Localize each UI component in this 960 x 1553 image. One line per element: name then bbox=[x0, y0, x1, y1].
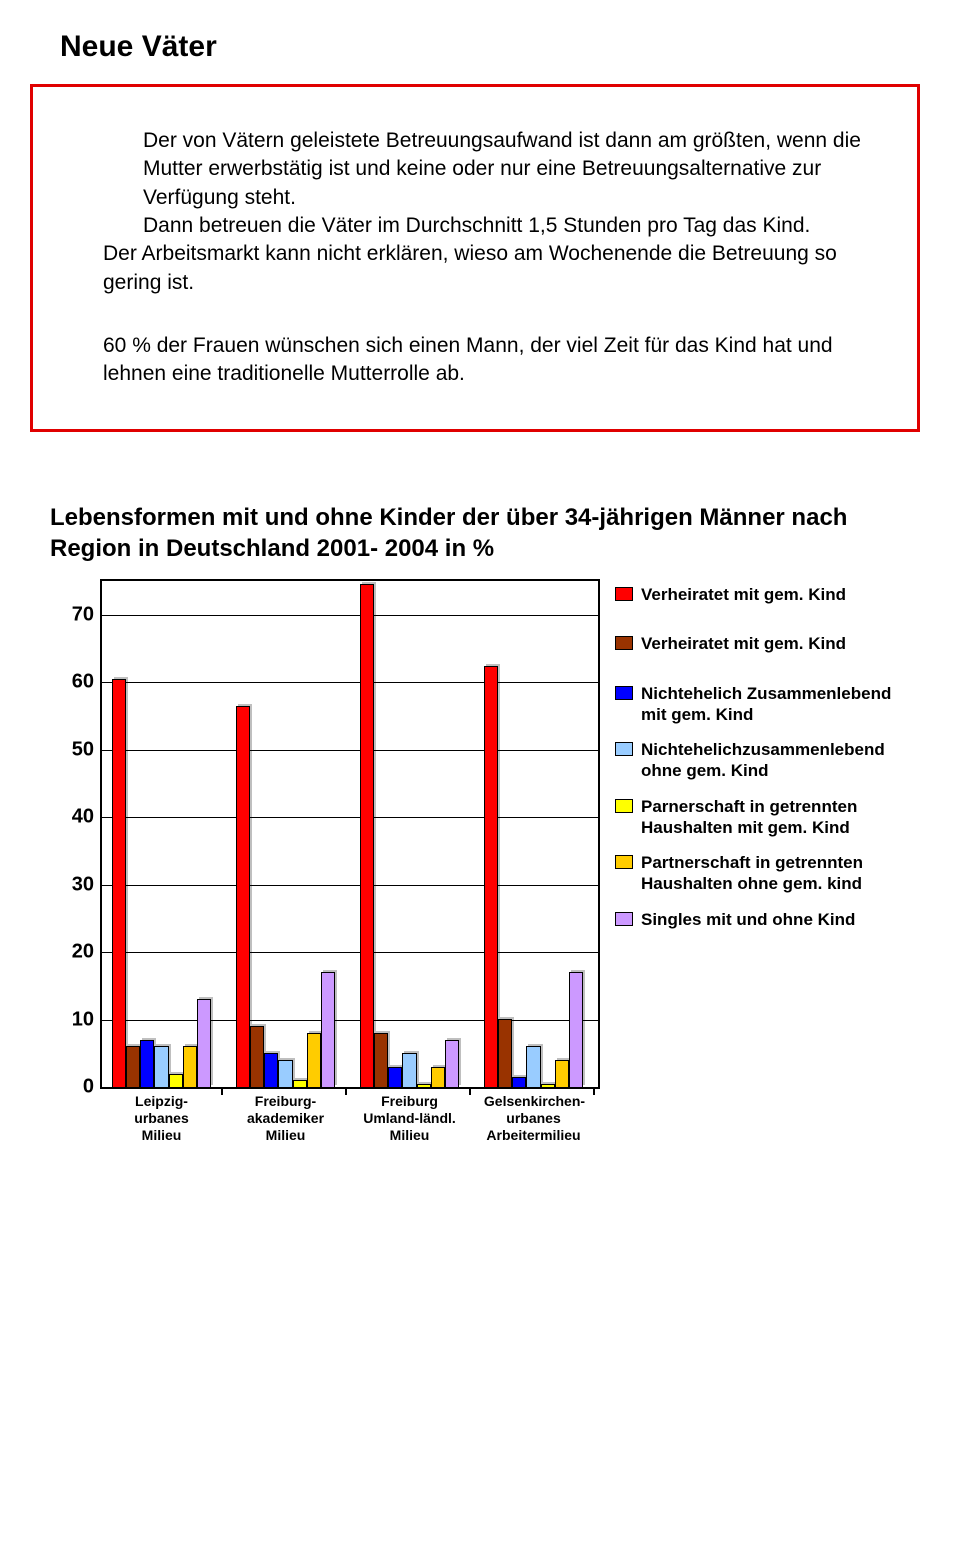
y-tick-label: 70 bbox=[72, 603, 102, 626]
chart-bar bbox=[498, 1019, 512, 1087]
legend-swatch bbox=[615, 587, 633, 601]
bar-group bbox=[360, 584, 459, 1087]
bar-group bbox=[484, 666, 583, 1088]
chart-bar bbox=[431, 1067, 445, 1087]
legend-item: Parnerschaft in getrennten Haushalten mi… bbox=[615, 796, 910, 839]
chart-bar bbox=[512, 1077, 526, 1087]
paragraph-1: Der von Vätern geleistete Betreuungsaufw… bbox=[143, 127, 887, 240]
chart-bar bbox=[484, 666, 498, 1088]
chart-bar bbox=[321, 972, 335, 1088]
chart-bar bbox=[388, 1067, 402, 1087]
chart-bar bbox=[278, 1060, 292, 1087]
legend-swatch bbox=[615, 742, 633, 756]
legend-label: Verheiratet mit gem. Kind bbox=[641, 584, 846, 605]
chart-bar bbox=[555, 1060, 569, 1087]
legend-item: Verheiratet mit gem. Kind bbox=[615, 633, 910, 654]
bar-group bbox=[112, 679, 211, 1087]
chart-title: Lebensformen mit und ohne Kinder der übe… bbox=[50, 502, 910, 564]
x-tick-label: Leipzig-urbanesMilieu bbox=[112, 1087, 211, 1143]
y-tick-label: 20 bbox=[72, 941, 102, 964]
chart-bar bbox=[169, 1074, 183, 1088]
y-tick-label: 50 bbox=[72, 738, 102, 761]
chart-bar bbox=[154, 1046, 168, 1087]
content-box: Der von Vätern geleistete Betreuungsaufw… bbox=[30, 84, 920, 432]
chart-bar bbox=[360, 584, 374, 1087]
y-tick-label: 40 bbox=[72, 806, 102, 829]
legend-label: Partnerschaft in getrennten Haushalten o… bbox=[641, 852, 910, 895]
x-tick-label: Freiburg-akademikerMilieu bbox=[236, 1087, 335, 1143]
paragraph-3: 60 % der Frauen wünschen sich einen Mann… bbox=[103, 332, 887, 389]
gridline bbox=[102, 615, 598, 616]
y-tick-label: 60 bbox=[72, 671, 102, 694]
legend-label: Nichtehelich Zusammenlebend mit gem. Kin… bbox=[641, 683, 910, 726]
bar-group bbox=[236, 706, 335, 1087]
legend-swatch bbox=[615, 912, 633, 926]
y-tick-label: 0 bbox=[83, 1076, 102, 1099]
chart-bar bbox=[112, 679, 126, 1087]
chart-bar bbox=[183, 1046, 197, 1087]
x-tick-label: FreiburgUmland-ländl.Milieu bbox=[360, 1087, 459, 1143]
legend-label: Verheiratet mit gem. Kind bbox=[641, 633, 846, 654]
legend-swatch bbox=[615, 855, 633, 869]
chart-bar bbox=[236, 706, 250, 1087]
page-title: Neue Väter bbox=[60, 30, 910, 64]
chart-bar bbox=[402, 1053, 416, 1087]
chart-bar bbox=[293, 1080, 307, 1087]
legend-item: Partnerschaft in getrennten Haushalten o… bbox=[615, 852, 910, 895]
chart-plot-area: 010203040506070Leipzig-urbanesMilieuFrei… bbox=[50, 579, 600, 1139]
y-tick-label: 10 bbox=[72, 1008, 102, 1031]
legend-item: Verheiratet mit gem. Kind bbox=[615, 584, 910, 605]
chart-bar bbox=[250, 1026, 264, 1087]
chart-bar bbox=[445, 1040, 459, 1088]
chart-bar bbox=[264, 1053, 278, 1087]
legend-item: Singles mit und ohne Kind bbox=[615, 909, 910, 930]
chart-legend: Verheiratet mit gem. Kind Verheiratet mit… bbox=[600, 579, 910, 944]
legend-label: Singles mit und ohne Kind bbox=[641, 909, 855, 930]
paragraph-2: Der Arbeitsmarkt kann nicht erklären, wi… bbox=[103, 240, 887, 297]
x-tick-mark bbox=[469, 1087, 471, 1095]
chart-bar bbox=[140, 1040, 154, 1088]
x-tick-mark bbox=[221, 1087, 223, 1095]
chart-bar bbox=[569, 972, 583, 1088]
legend-item: Nichtehelich Zusammenlebend mit gem. Kin… bbox=[615, 683, 910, 726]
legend-label: Nichtehelichzusammenlebend ohne gem. Kin… bbox=[641, 739, 910, 782]
chart-bar bbox=[197, 999, 211, 1087]
x-tick-mark bbox=[345, 1087, 347, 1095]
legend-swatch bbox=[615, 799, 633, 813]
chart-section: Lebensformen mit und ohne Kinder der übe… bbox=[50, 502, 910, 1139]
legend-label: Parnerschaft in getrennten Haushalten mi… bbox=[641, 796, 910, 839]
legend-swatch bbox=[615, 686, 633, 700]
x-tick-label: Gelsenkirchen-urbanesArbeitermilieu bbox=[484, 1087, 583, 1143]
chart-bar bbox=[307, 1033, 321, 1087]
x-tick-mark bbox=[593, 1087, 595, 1095]
chart-bar bbox=[526, 1046, 540, 1087]
legend-swatch bbox=[615, 636, 633, 650]
chart-bar bbox=[374, 1033, 388, 1087]
chart-bar bbox=[126, 1046, 140, 1087]
y-tick-label: 30 bbox=[72, 873, 102, 896]
legend-item: Nichtehelichzusammenlebend ohne gem. Kin… bbox=[615, 739, 910, 782]
